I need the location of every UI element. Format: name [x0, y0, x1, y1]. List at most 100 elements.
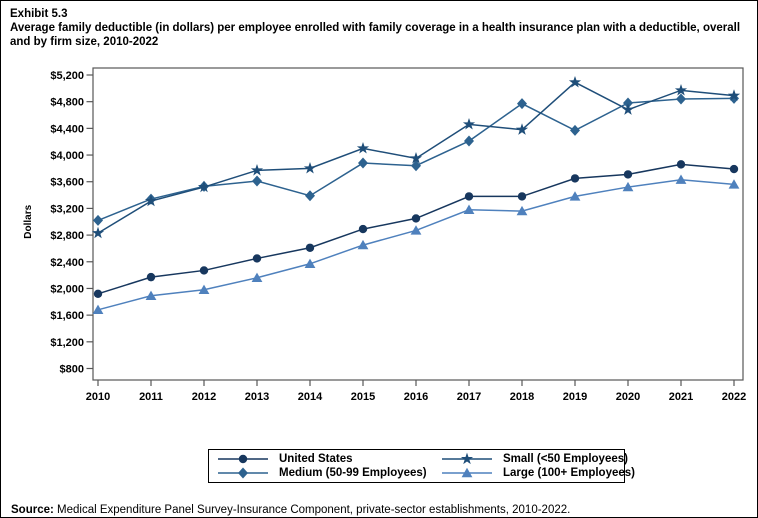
- y-tick-label: $4,800: [50, 97, 84, 109]
- chart-title: Average family deductible (in dollars) p…: [10, 22, 741, 48]
- marker-medium-50-99-employees-2021: [676, 93, 686, 105]
- x-tick-label: 2018: [510, 391, 534, 403]
- y-tick-label: $4,000: [50, 150, 84, 162]
- legend-label: United States: [279, 453, 353, 465]
- series-line-large-100-employees: [97, 178, 735, 311]
- small-50-employees-glyph: [460, 452, 474, 465]
- marker-small-50-employees-2019: [568, 75, 582, 88]
- x-tick-label: 2011: [139, 391, 163, 403]
- medium-50-99-employees-glyph: [238, 467, 248, 479]
- marker-small-50-employees-2017: [462, 117, 476, 130]
- marker-large-100-employees-2019: [569, 191, 581, 201]
- medium-firm-marker-icon: [218, 467, 268, 479]
- x-tick-label: 2015: [351, 391, 375, 403]
- y-tick-label: $3,200: [50, 203, 84, 215]
- legend-item-small: Small (<50 Employees): [441, 452, 635, 466]
- legend-item-large: Large (100+ Employees): [441, 466, 635, 480]
- marker-large-100-employees-2020: [622, 181, 634, 192]
- marker-large-100-employees-2018: [516, 205, 528, 216]
- x-tick-label: 2010: [86, 391, 110, 403]
- large-firm-marker-icon: [442, 467, 492, 478]
- marker-large-100-employees-2022: [728, 179, 740, 189]
- x-axis-ticks: 2010 2011 2012 2013 2014 2015 2016 2017 2018 2019…: [86, 380, 746, 403]
- united-states-glyph: [238, 454, 248, 464]
- marker-united-states-2011: [146, 272, 156, 282]
- marker-medium-50-99-employees-2017: [464, 135, 474, 147]
- marker-small-50-employees-2011: [144, 194, 158, 207]
- legend-item-medium: Medium (50-99 Employees): [217, 466, 441, 480]
- marker-medium-50-99-employees-2019: [570, 124, 580, 136]
- marker-large-100-employees-2014: [304, 258, 316, 268]
- marker-united-states-2016: [411, 214, 421, 223]
- y-tick-label: $2,800: [50, 230, 84, 242]
- marker-small-50-employees-2014: [303, 161, 317, 174]
- source-label: Source:: [11, 503, 54, 516]
- marker-large-100-employees-2010: [92, 304, 104, 314]
- marker-united-states-2013: [252, 254, 262, 263]
- series-united-states: [93, 160, 739, 298]
- x-tick-label: 2022: [722, 391, 746, 403]
- marker-large-100-employees-2013: [251, 272, 263, 282]
- x-tick-label: 2014: [298, 391, 323, 403]
- marker-united-states-2020: [623, 170, 633, 179]
- source-text: Medical Expenditure Panel Survey-Insuran…: [53, 503, 571, 516]
- marker-medium-50-99-employees-2015: [358, 157, 368, 169]
- marker-medium-50-99-employees-2018: [517, 98, 527, 110]
- marker-small-50-employees-2015: [356, 141, 370, 154]
- chart-legend: United States Small (<50 Employees) Medi…: [208, 449, 635, 483]
- marker-small-50-employees-2012: [197, 180, 211, 193]
- marker-medium-50-99-employees-2020: [623, 97, 633, 109]
- x-tick-label: 2021: [669, 391, 693, 403]
- x-tick-label: 2016: [404, 391, 428, 403]
- marker-small-50-employees-2022: [727, 89, 741, 101]
- legend-item-united-states: United States: [217, 452, 441, 466]
- marker-united-states-2019: [570, 174, 580, 183]
- y-tick-label: $3,600: [50, 177, 84, 189]
- marker-small-50-employees-2010: [91, 226, 105, 239]
- marker-united-states-2022: [729, 164, 739, 174]
- marker-united-states-2021: [676, 160, 686, 169]
- chart-header: Exhibit 5.3 Average family deductible (i…: [10, 7, 752, 49]
- large-100-employees-glyph: [461, 467, 473, 478]
- exhibit-number: Exhibit 5.3: [10, 8, 68, 20]
- marker-small-50-employees-2013: [250, 163, 264, 176]
- legend-label: Medium (50-99 Employees): [279, 467, 427, 479]
- marker-united-states-2014: [305, 243, 315, 252]
- marker-united-states-2017: [464, 192, 474, 201]
- marker-large-100-employees-2015: [357, 239, 369, 250]
- marker-large-100-employees-2012: [198, 284, 210, 294]
- marker-united-states-2015: [358, 224, 368, 234]
- series-large-100-employees: [92, 174, 740, 314]
- marker-small-50-employees-2021: [674, 83, 688, 96]
- plot-area-border: [92, 67, 744, 381]
- marker-large-100-employees-2017: [463, 204, 475, 214]
- series-small-50-employees: [91, 75, 741, 239]
- y-tick-label: $1,200: [50, 337, 84, 349]
- y-tick-label: $1,600: [50, 310, 84, 322]
- marker-large-100-employees-2021: [675, 174, 687, 184]
- marker-large-100-employees-2011: [145, 290, 157, 300]
- legend-label: Large (100+ Employees): [503, 467, 635, 479]
- x-tick-label: 2019: [563, 391, 587, 403]
- y-tick-label: $2,000: [50, 283, 84, 295]
- marker-medium-50-99-employees-2010: [93, 214, 103, 226]
- marker-united-states-2018: [517, 192, 527, 201]
- marker-small-50-employees-2016: [409, 151, 423, 164]
- deductible-trend-chart: $800 $1,200 $1,600 $2,000 $2,400 $2,800 $3,200…: [23, 67, 746, 403]
- marker-medium-50-99-employees-2014: [305, 190, 315, 202]
- y-tick-label: $2,400: [50, 257, 84, 269]
- marker-large-100-employees-2016: [410, 225, 422, 235]
- marker-united-states-2012: [199, 266, 209, 275]
- source-note: Source: Medical Expenditure Panel Survey…: [11, 503, 570, 517]
- x-tick-label: 2012: [192, 391, 216, 403]
- legend-label: Small (<50 Employees): [503, 453, 628, 465]
- small-firm-marker-icon: [442, 452, 492, 465]
- x-tick-label: 2017: [457, 391, 481, 403]
- marker-small-50-employees-2018: [515, 123, 529, 135]
- y-axis-ticks: $800 $1,200 $1,600 $2,000 $2,400 $2,800 $3,200…: [50, 70, 93, 376]
- x-tick-label: 2013: [245, 391, 269, 403]
- y-tick-label: $4,400: [50, 123, 84, 135]
- y-tick-label: $800: [60, 364, 84, 376]
- y-tick-label: $5,200: [50, 70, 84, 82]
